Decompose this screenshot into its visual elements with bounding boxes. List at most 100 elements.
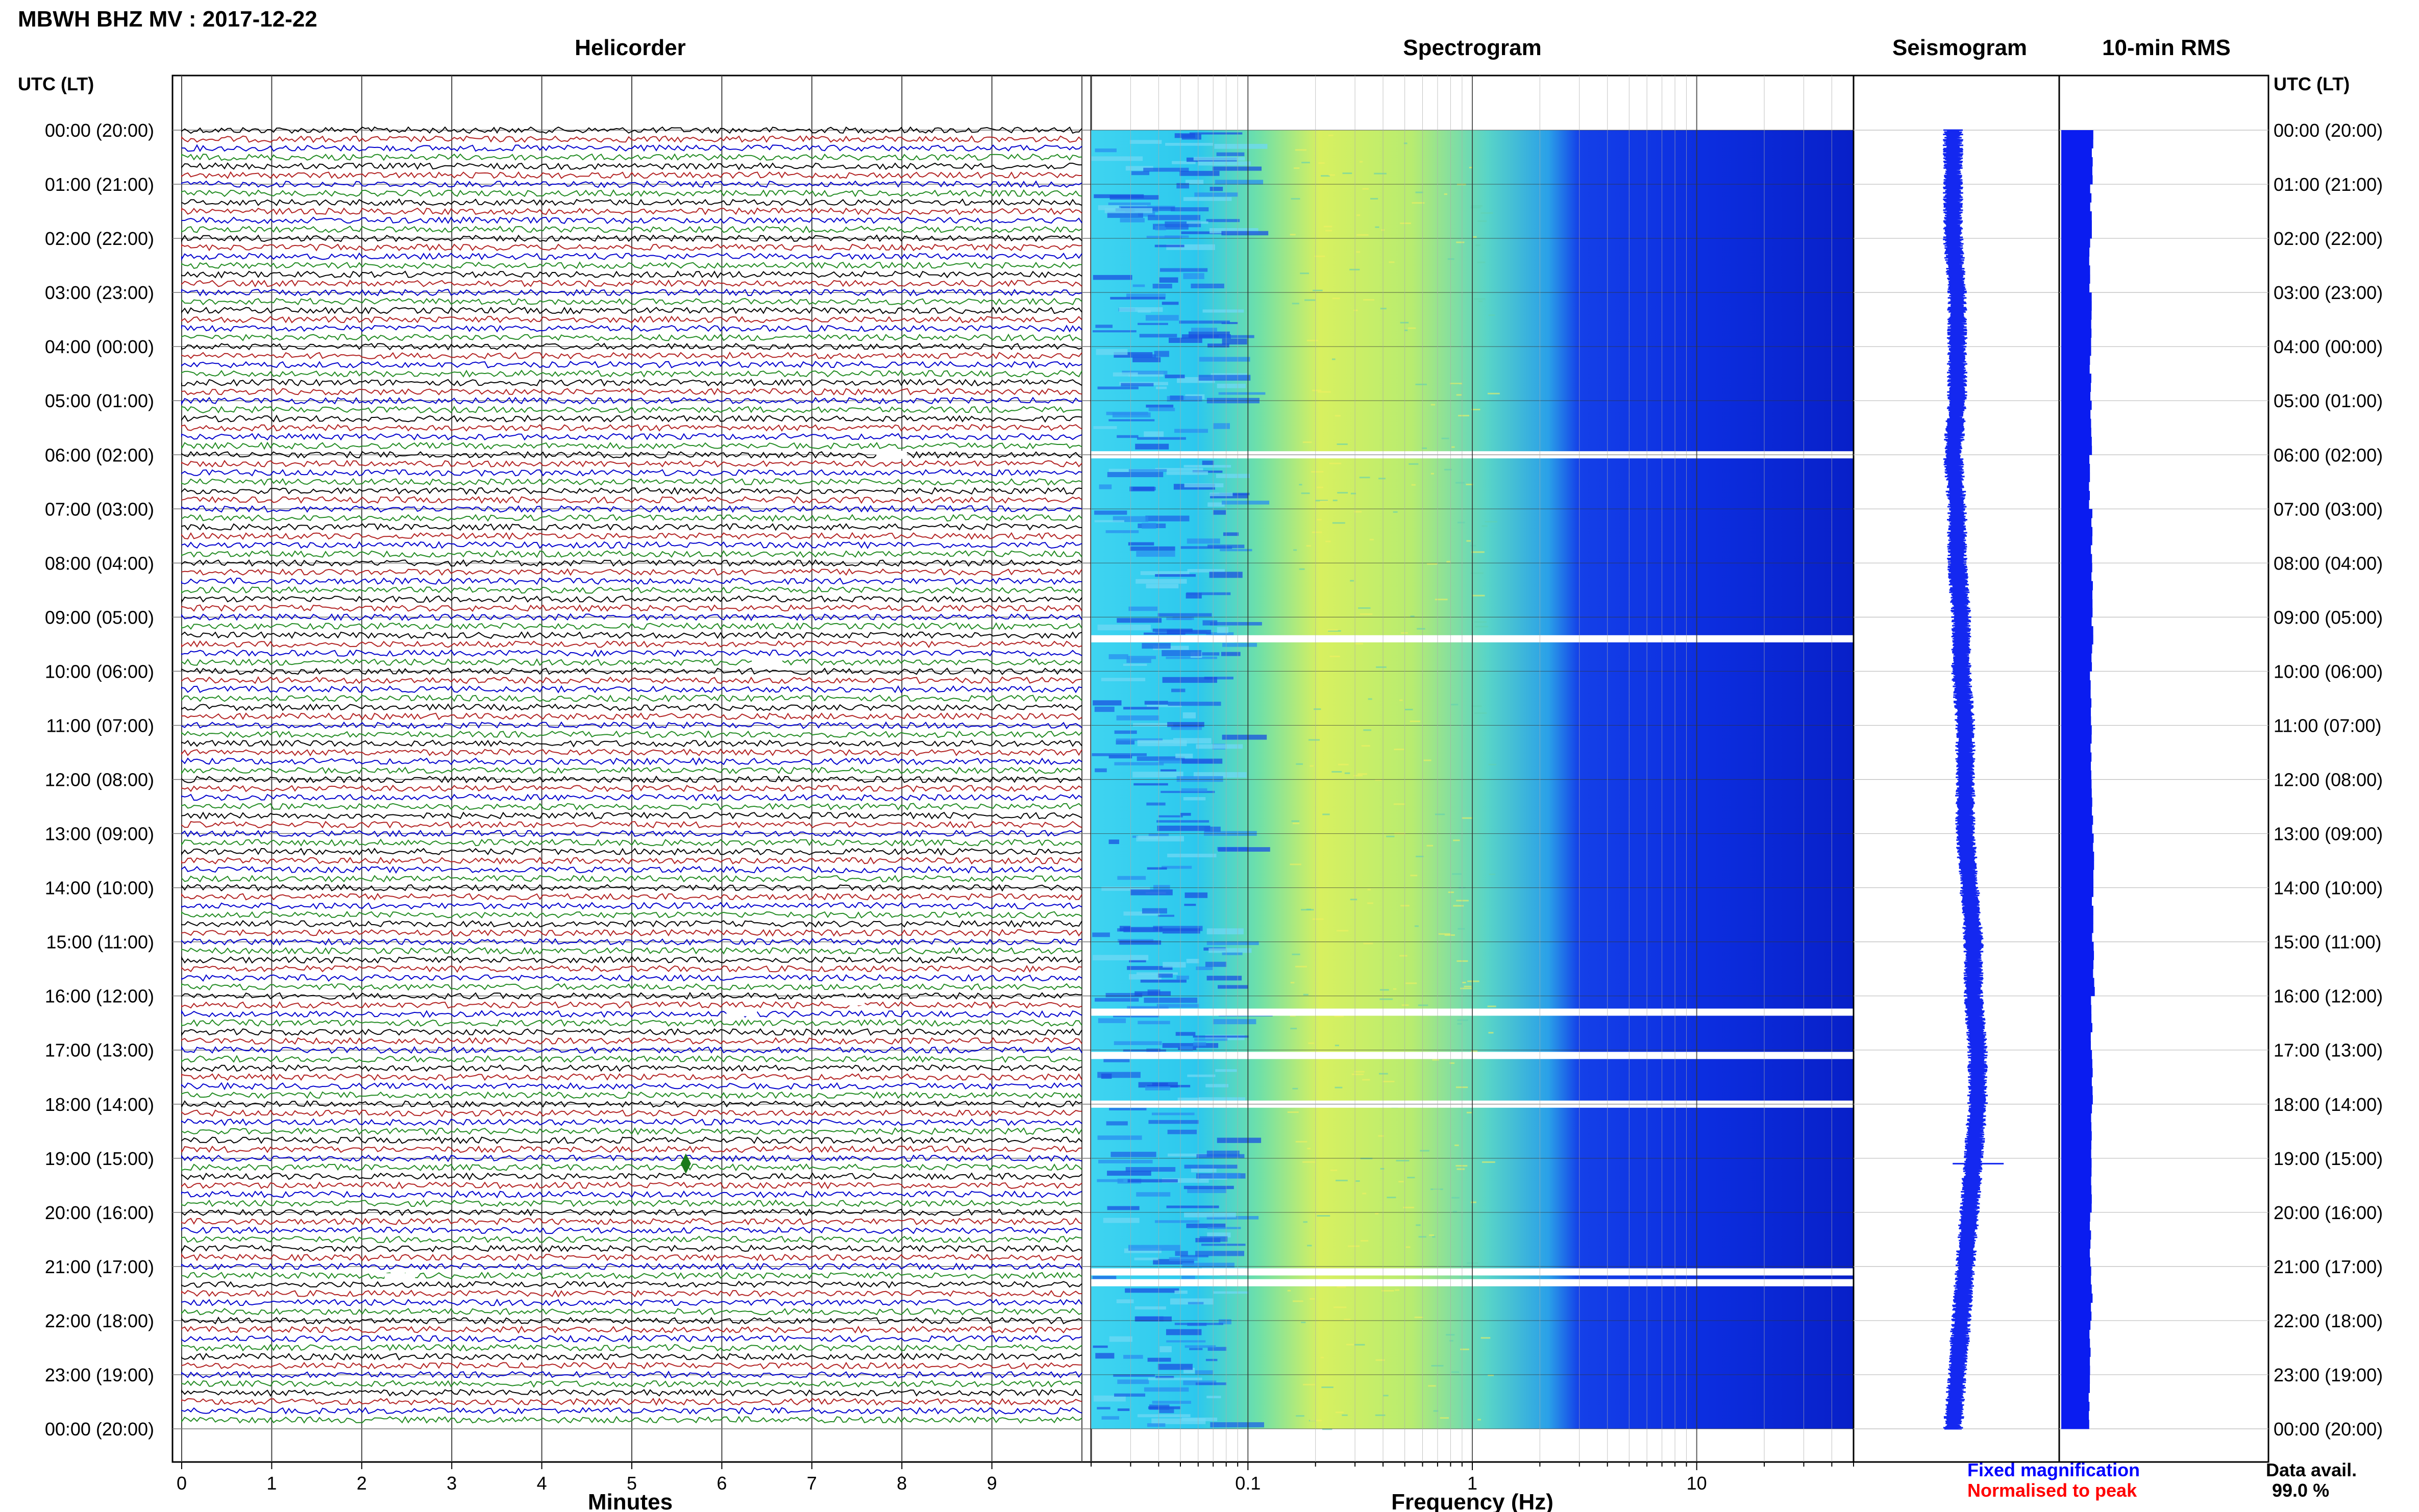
helicorder-trace (181, 721, 1082, 730)
helicorder-trace (181, 1235, 1082, 1244)
spectrogram-texture (1363, 299, 1374, 301)
spectrogram-texture (1125, 1167, 1176, 1172)
spectrogram-texture (1093, 1345, 1108, 1348)
helicorder-trace (181, 559, 1082, 567)
rms-bar (2061, 148, 2092, 158)
spectrogram-texture (1367, 888, 1371, 890)
spectrogram-texture (1172, 616, 1194, 620)
spectrogram-texture (1380, 1168, 1385, 1170)
minute-tick-label: 4 (537, 1473, 547, 1494)
helicorder-trace (181, 865, 1082, 874)
helicorder-trace (181, 135, 1082, 143)
spectrogram-texture (1179, 320, 1230, 324)
helicorder-trace (181, 1045, 1082, 1054)
spectrogram-texture (1108, 755, 1132, 759)
spectrogram-texture (1213, 423, 1230, 429)
frequency-axis: 0.1 1 10 (1091, 1462, 1854, 1494)
spectrogram-texture (1185, 180, 1204, 184)
spectrogram-texture (1369, 538, 1374, 540)
spectrogram-texture (1290, 1015, 1296, 1017)
rms-bar (2061, 220, 2092, 230)
spectrogram-texture (1328, 630, 1341, 632)
spectrogram-texture (1097, 1135, 1142, 1140)
rms-bar (2061, 283, 2090, 293)
frequency-axis-label: Frequency (Hz) (1391, 1490, 1553, 1512)
spectrogram-texture (1193, 157, 1245, 161)
rms-bar (2061, 617, 2092, 627)
spectrogram-texture (1334, 1306, 1347, 1308)
spectrogram-texture (1400, 321, 1409, 324)
rms-bar (2061, 346, 2091, 356)
spectrogram-texture (1399, 955, 1408, 957)
helicorder-trace (181, 1290, 1082, 1298)
helicorder-trace (181, 1406, 1082, 1415)
spectrogram-texture (1450, 383, 1463, 385)
spectrogram-texture (1151, 1418, 1206, 1424)
helicorder-trace (181, 829, 1082, 838)
spectrogram-texture (1404, 708, 1413, 710)
seismogram-trace (1942, 129, 1988, 1430)
spectrogram-texture (1444, 934, 1455, 936)
rms-bar (2061, 1059, 2092, 1069)
time-label-right: 11:00 (07:00) (2274, 715, 2381, 736)
spectrogram-texture (1457, 1023, 1462, 1025)
helicorder-trace (181, 1181, 1082, 1189)
rms-bar (2061, 509, 2092, 518)
rms-bar (2061, 455, 2090, 464)
time-label-left: 17:00 (13:00) (45, 1040, 154, 1061)
rms-bar (2061, 238, 2090, 248)
minute-tick-label: 2 (357, 1473, 367, 1494)
rms-bar (2061, 779, 2092, 789)
spectrogram-texture (1452, 1210, 1457, 1212)
spectrogram-texture (1415, 191, 1423, 193)
spectrogram-texture (1219, 335, 1254, 338)
rms-bar (2061, 292, 2092, 302)
rms-bar (2061, 301, 2092, 311)
rms-bar (2061, 725, 2092, 735)
spectrogram-texture (1184, 904, 1196, 906)
rms-bar (2061, 401, 2092, 410)
spectrogram-texture (1163, 962, 1186, 968)
spectrogram-texture (1218, 392, 1266, 395)
spectrogram-texture (1356, 234, 1369, 236)
spectrogram-texture (1329, 462, 1342, 464)
spectrogram-texture (1464, 985, 1472, 987)
rms-bar (2061, 256, 2089, 266)
spectrogram-texture (1418, 1004, 1428, 1006)
spectrogram-texture (1363, 729, 1372, 731)
spectrogram-texture (1117, 1408, 1130, 1411)
spectrogram-texture (1094, 510, 1127, 515)
time-label-right: 19:00 (15:00) (2274, 1148, 2383, 1169)
spectrogram-texture (1290, 234, 1296, 236)
spectrogram-texture (1317, 1215, 1330, 1217)
spectrogram-texture (1362, 1079, 1370, 1081)
spectrogram-texture (1296, 763, 1303, 765)
spectrogram-texture (1293, 549, 1297, 551)
spectrogram-texture (1155, 468, 1203, 471)
helicorder-trace (181, 189, 1082, 197)
helicorder-trace (181, 505, 1082, 513)
spectrogram-texture (1189, 1348, 1203, 1350)
spectrogram-texture (1152, 628, 1193, 632)
spectrogram-texture (1153, 885, 1170, 889)
spectrogram-texture (1193, 1042, 1206, 1046)
spectrogram-texture (1187, 569, 1225, 573)
spectrogram-texture (1460, 1348, 1469, 1350)
spectrogram-texture (1129, 959, 1146, 962)
spectrogram-texture (1132, 723, 1173, 727)
helicorder-trace (181, 649, 1082, 657)
helicorder-data-gap (384, 1273, 415, 1282)
spectrogram-texture (1351, 1073, 1364, 1075)
rms-bar (2061, 1158, 2092, 1168)
helicorder-trace (181, 1001, 1082, 1009)
rms-frame (2058, 75, 2269, 1463)
rms-bar (2061, 1104, 2092, 1113)
spectrogram-texture (1129, 486, 1155, 491)
time-label-right: 08:00 (04:00) (2274, 553, 2383, 574)
rms-bar (2061, 870, 2093, 879)
time-label-right: 00:00 (20:00) (2274, 120, 2383, 141)
spectrogram-texture (1123, 707, 1159, 710)
spectrogram-texture (1205, 1358, 1218, 1361)
spectrogram-texture (1453, 905, 1464, 907)
spectrogram-texture (1217, 627, 1228, 633)
